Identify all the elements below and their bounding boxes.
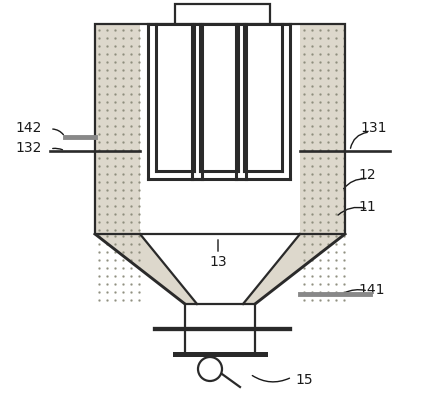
Bar <box>175 5 270 25</box>
Text: 15: 15 <box>295 372 313 386</box>
Text: 142: 142 <box>15 121 41 135</box>
Bar <box>300 25 345 234</box>
Bar <box>95 25 345 234</box>
Text: 11: 11 <box>358 200 376 213</box>
Polygon shape <box>95 234 197 304</box>
Bar <box>95 25 140 234</box>
Bar <box>185 304 255 354</box>
Text: 12: 12 <box>358 168 376 181</box>
Polygon shape <box>243 234 345 304</box>
Text: 13: 13 <box>209 254 227 269</box>
Text: 131: 131 <box>360 121 386 135</box>
Text: 141: 141 <box>358 282 385 296</box>
Text: 132: 132 <box>15 141 41 155</box>
